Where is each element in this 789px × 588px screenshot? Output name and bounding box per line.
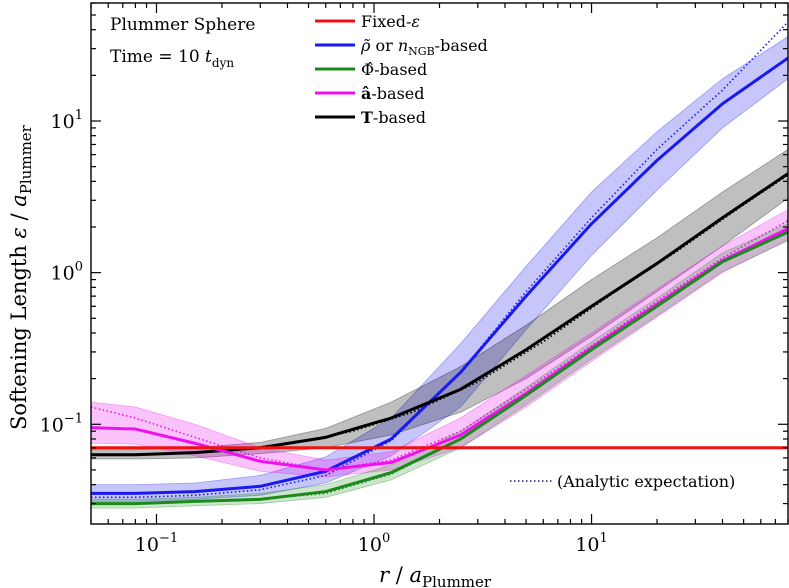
axis-ticks [90, 2, 789, 524]
legend-label-tidal: T-based [361, 108, 426, 127]
chart-annotation-title: Plummer Sphere [110, 15, 255, 35]
plot-area [91, 21, 788, 509]
x-tick-label: 101 [575, 531, 607, 556]
band-phi [91, 223, 788, 509]
legend-label-rho: ρ̃ or nNGB-based [360, 36, 488, 58]
tick-labels: 10−1 100 101 10−1 100 101 [40, 108, 608, 556]
analytic-note: (Analytic expectation) [510, 472, 735, 491]
x-tick-label: 100 [358, 531, 390, 556]
legend-label-fixed: Fixed-ε [361, 12, 420, 31]
band-tidal [91, 148, 788, 460]
analytic-note-label: (Analytic expectation) [557, 472, 735, 491]
series-line-tidal [91, 172, 788, 457]
legend-label-acc: â-based [361, 84, 424, 103]
chart-annotation-time: Time = 10 tdyn [110, 47, 234, 70]
series-line-rho [91, 56, 788, 495]
series-line-phi [91, 230, 788, 506]
band-acc [91, 209, 788, 478]
y-tick-label: 10−1 [40, 411, 83, 436]
analytic-line-rho [91, 21, 788, 499]
x-tick-label: 10−1 [135, 531, 178, 556]
y-tick-label: 101 [51, 108, 83, 133]
legend: Fixed-ε ρ̃ or nNGB-based Φ̂-based â-based T-… [315, 12, 488, 127]
x-axis-title: r / aPlummer [379, 563, 492, 588]
plot-frame [90, 2, 789, 525]
legend-label-phi: Φ̂-based [361, 60, 427, 79]
y-tick-label: 100 [51, 260, 83, 285]
band-rho [91, 36, 788, 502]
y-axis-title: Softening Length ε / aPlummer [7, 124, 35, 430]
